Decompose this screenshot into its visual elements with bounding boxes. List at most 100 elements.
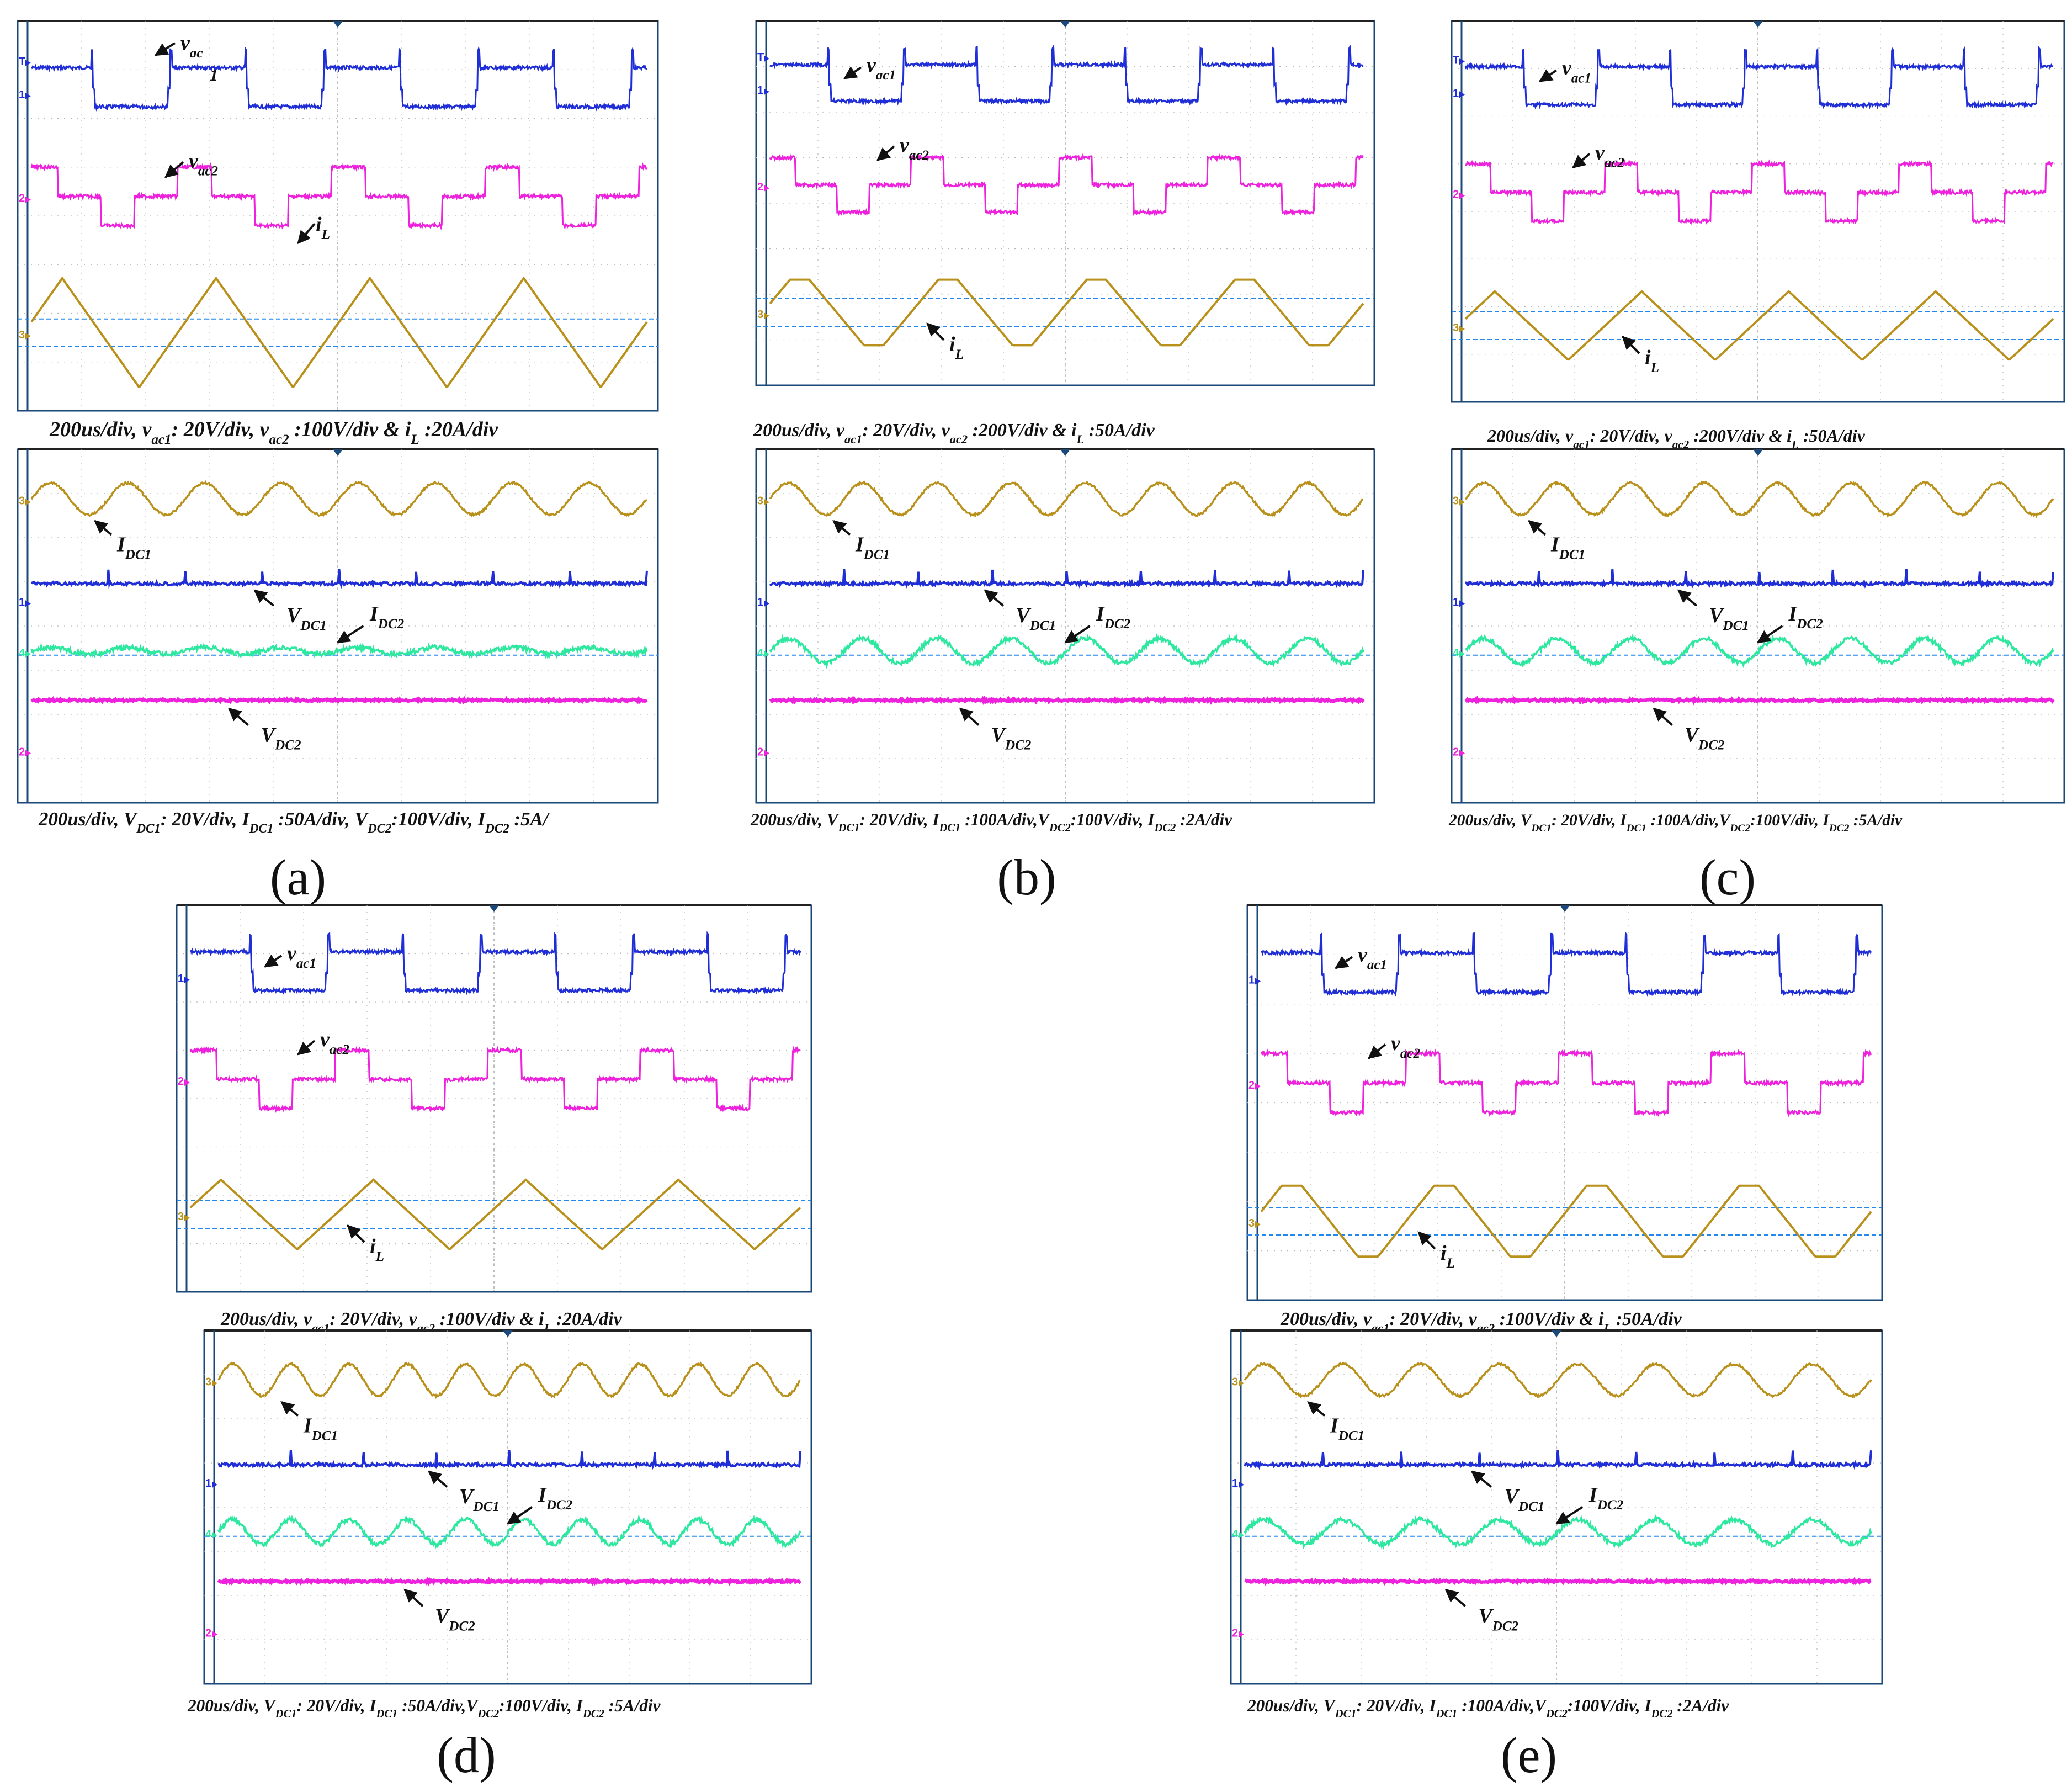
panel-c-dc-ch-4-marker: 4 bbox=[1453, 647, 1459, 659]
panel-b-vdc1-trace bbox=[769, 569, 1364, 589]
panel-b-dc-ch-3-marker: 3 bbox=[757, 495, 763, 507]
panel-c-ac-scope: T 1 2 3 vac1 vac2 iL bbox=[1451, 20, 2065, 403]
panel-c-annot-iL-arrow bbox=[1622, 336, 1640, 354]
panel-e-ch-2-marker: 2 bbox=[1248, 1079, 1255, 1091]
panel-c-annot-vdc1: VDC1 bbox=[1709, 604, 1749, 633]
panel-a-annot-vac2-arrow bbox=[164, 161, 184, 178]
panel-d-vdc1-trace bbox=[217, 1450, 801, 1470]
panel-a-annot-vac-arrow bbox=[154, 42, 176, 56]
panel-b-annot-vdc1-arrow bbox=[984, 589, 1005, 607]
panel-b: T 1 2 3 vac1 vac2 iL 200us/div, vac1: 20V/div, … bbox=[750, 20, 1375, 905]
panel-d-annot-vac1-arrow bbox=[264, 955, 283, 968]
panel-a-idc1-trace bbox=[30, 480, 647, 518]
panel-e-annot-iL-arrow bbox=[1417, 1231, 1436, 1250]
panel-c-annot-vac2: vac2 bbox=[1595, 141, 1624, 171]
panel-d-dc-caption: 200us/div, VDC1: 20V/div, IDC1 :50A/div,… bbox=[187, 1696, 661, 1720]
panel-a-dc-ch-3-marker: 3 bbox=[19, 495, 25, 507]
panel-e-annot-idc1: IDC1 bbox=[1330, 1414, 1364, 1444]
panel-d-annot-vdc2-arrow bbox=[403, 1588, 424, 1607]
panel-a-annot-vac2: vac2 bbox=[189, 150, 218, 179]
panel-c-ac-caption: 200us/div, vac1: 20V/div, vac2 :200V/div… bbox=[1487, 426, 1866, 451]
panel-e-dc-scope: 3 1 4 2 IDC1 VDC1 IDC2 VDC2 bbox=[1230, 1329, 1883, 1685]
panel-a-annot-vdc2: VDC2 bbox=[261, 723, 301, 752]
panel-a-annot-vdc2-arrow bbox=[227, 707, 249, 726]
panel-a-annot-idc2: IDC2 bbox=[369, 602, 404, 632]
panel-a-annot-vac: vac bbox=[180, 31, 203, 61]
panel-c-annot-vdc2-arrow bbox=[1653, 707, 1673, 726]
panel-e-idc2-trace bbox=[1244, 1514, 1872, 1550]
panel-b-dc-ch-2-marker: 2 bbox=[757, 746, 763, 758]
panel-d-idc1-trace bbox=[217, 1361, 801, 1399]
panel-e-dc-ch-2-marker: 2 bbox=[1232, 1627, 1238, 1639]
panel-b-iL-trace bbox=[769, 278, 1364, 347]
panel-e-annot-idc2-arrow bbox=[1555, 1506, 1584, 1525]
panel-c-annot-vdc2: VDC2 bbox=[1685, 723, 1725, 752]
panel-b-dc-caption: 200us/div, VDC1: 20V/div, IDC1 :100A/div… bbox=[750, 810, 1232, 834]
panel-d-ch-3-marker: 3 bbox=[178, 1211, 184, 1223]
panel-b-vac1-trace bbox=[769, 44, 1364, 107]
panel-d-vac1-trace bbox=[189, 931, 801, 995]
panel-c-ch-T-marker: T bbox=[1453, 54, 1459, 66]
panel-d-vdc2-trace bbox=[217, 1576, 802, 1587]
panel-a-dc-ch-2-marker: 2 bbox=[19, 746, 25, 758]
panel-e-annot-vdc2: VDC2 bbox=[1478, 1604, 1518, 1634]
panel-b-vdc2-trace bbox=[769, 695, 1365, 706]
panel-e-vac1-trace bbox=[1261, 931, 1872, 998]
panel-a-vac1-trace bbox=[31, 46, 647, 112]
panel-b-idc1-trace bbox=[769, 480, 1363, 518]
panel-d-annot-vac2-arrow bbox=[297, 1040, 316, 1056]
panel-a-annot-sub1: 1 bbox=[210, 66, 218, 84]
panel-e-ac-scope: 1 2 3 vac1 vac2 iL bbox=[1246, 904, 1883, 1301]
panel-d-annot-idc2: IDC2 bbox=[538, 1483, 572, 1513]
panel-b-annot-vdc2: VDC2 bbox=[991, 723, 1032, 752]
panel-e-annot-vac2: vac2 bbox=[1391, 1032, 1420, 1061]
panel-b-dc-scope: 3 1 4 2 IDC1 VDC1 IDC2 VDC2 bbox=[755, 448, 1375, 804]
panel-d-ch-2-marker: 2 bbox=[178, 1075, 184, 1088]
panel-e-ac-scope-frame bbox=[1246, 904, 1883, 1301]
panel-c-annot-vdc1-arrow bbox=[1677, 589, 1698, 607]
panel-a-annot-vdc1-arrow bbox=[253, 589, 275, 607]
panel-d-annot-vdc1: VDC1 bbox=[459, 1485, 500, 1514]
panel-a-dc-ch-4-marker: 4 bbox=[19, 647, 25, 659]
panel-b-annot-vdc1: VDC1 bbox=[1016, 604, 1056, 633]
panel-e-annot-iL: iL bbox=[1441, 1242, 1455, 1271]
panel-b-ac-scope: T 1 2 3 vac1 vac2 iL bbox=[755, 20, 1375, 386]
panel-d-dc-ch-1-marker: 1 bbox=[205, 1477, 211, 1489]
panel-d-ac-scope: 1 2 3 vac1 vac2 iL bbox=[176, 904, 812, 1293]
panel-b-annot-vac1: vac1 bbox=[867, 54, 896, 83]
panel-e-dc-caption: 200us/div, VDC1: 20V/div, IDC1 :100A/div… bbox=[1247, 1696, 1729, 1720]
panel-e-annot-vac2-arrow bbox=[1368, 1043, 1386, 1059]
panel-c-dc-scope: 3 1 4 2 IDC1 VDC1 IDC2 VDC2 bbox=[1451, 448, 2065, 804]
panel-b-annot-iL: iL bbox=[949, 333, 964, 362]
panel-a-annot-idc1-arrow bbox=[94, 520, 113, 536]
panel-c-iL-trace bbox=[1464, 290, 2054, 361]
panel-d-annot-vac2: vac2 bbox=[320, 1028, 349, 1057]
panel-b-dc-ch-1-marker: 1 bbox=[757, 596, 763, 608]
panel-c-ch-2-marker: 2 bbox=[1453, 189, 1459, 201]
panel-c-vac2-trace bbox=[1465, 158, 2054, 225]
panel-a-ac-scope: T 1 2 3 vac 1 vac2 iL bbox=[17, 20, 659, 412]
panel-a-ch-2-marker: 2 bbox=[19, 193, 25, 205]
panel-a-vac2-trace bbox=[30, 162, 648, 231]
panel-b-annot-iL-arrow bbox=[926, 322, 945, 341]
panel-d-dc-scope: 3 1 4 2 IDC1 VDC1 IDC2 VDC2 bbox=[203, 1329, 812, 1685]
panel-b-vac2-trace bbox=[769, 153, 1364, 217]
panel-e-annot-vdc2-arrow bbox=[1444, 1588, 1467, 1607]
panel-b-annot-vdc2-arrow bbox=[959, 707, 980, 726]
panel-e-dc-ch-1-marker: 1 bbox=[1232, 1477, 1238, 1489]
panel-b-annot-vac1-arrow bbox=[843, 66, 862, 79]
panel-c-annot-idc1-arrow bbox=[1528, 520, 1547, 536]
panel-a-ch-3-marker: 3 bbox=[19, 329, 25, 341]
panel-a-idc2-trace bbox=[30, 642, 648, 660]
panel-d: 1 2 3 vac1 vac2 iL 200us/div, vac1: 20V/div, v… bbox=[176, 904, 812, 1783]
panel-c-dc-caption: 200us/div, VDC1: 20V/div, IDC1 :100A/div… bbox=[1448, 812, 1903, 834]
panel-d-annot-vdc2: VDC2 bbox=[435, 1604, 475, 1634]
panel-c-annot-idc2: IDC2 bbox=[1788, 602, 1823, 632]
panel-e-ch-3-marker: 3 bbox=[1248, 1217, 1255, 1229]
panel-d-dc-ch-3-marker: 3 bbox=[205, 1376, 211, 1388]
panel-e-annot-vdc1: VDC1 bbox=[1505, 1485, 1545, 1514]
panel-e-vdc1-trace bbox=[1244, 1450, 1872, 1470]
panel-b-annot-vac2-arrow bbox=[876, 145, 895, 161]
panel-d-annot-iL-arrow bbox=[347, 1224, 365, 1243]
panel-a-label: (a) bbox=[270, 849, 326, 905]
